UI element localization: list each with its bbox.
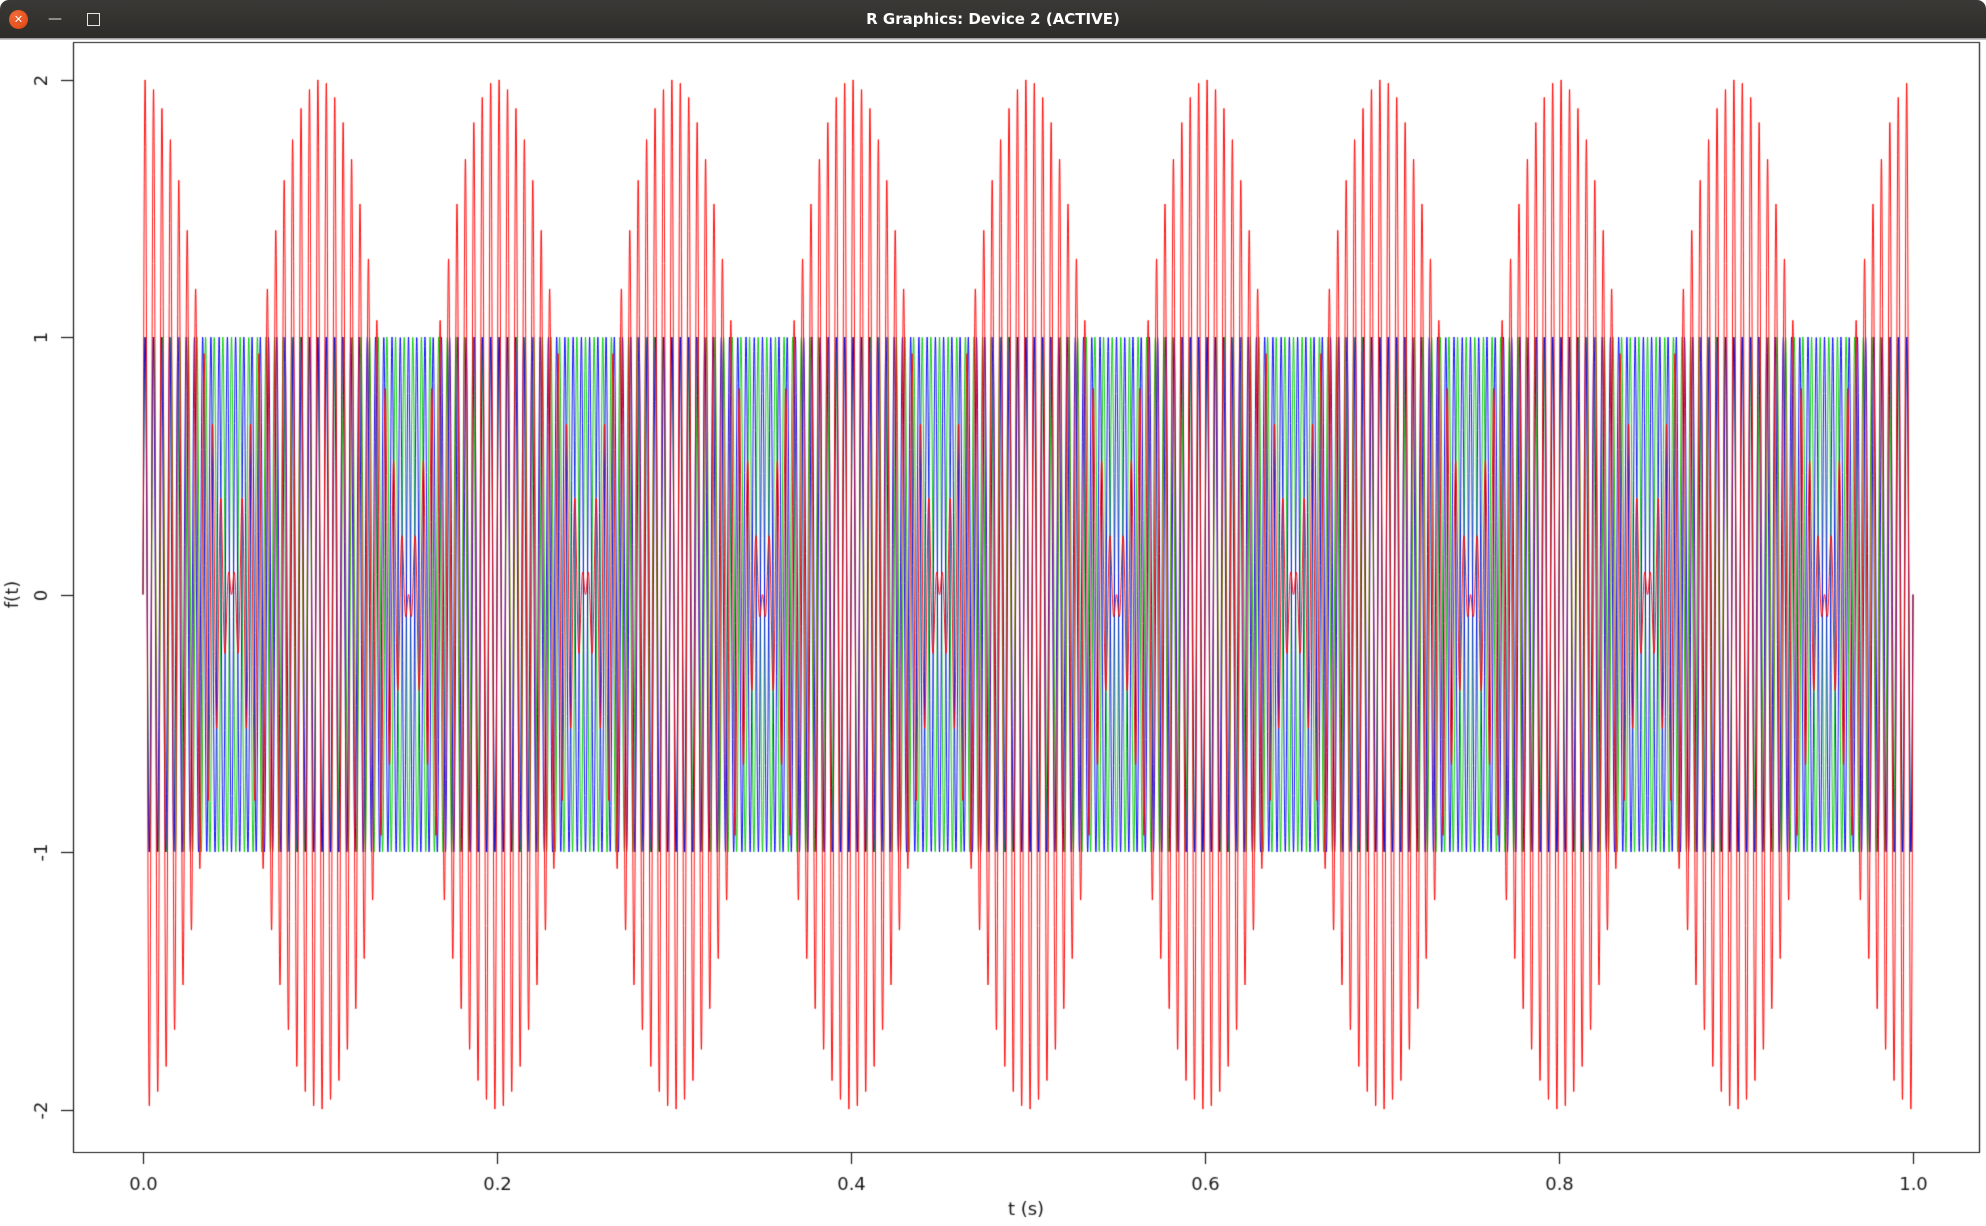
window-border — [0, 38, 1986, 40]
plot-canvas — [0, 40, 1986, 1226]
plot-device-area — [0, 40, 1986, 1226]
window-title: R Graphics: Device 2 (ACTIVE) — [866, 10, 1120, 28]
window-controls: ✕ — — [0, 9, 104, 29]
minimize-icon: — — [48, 11, 62, 27]
close-icon: ✕ — [13, 12, 24, 26]
maximize-icon — [86, 12, 100, 26]
window-titlebar[interactable]: ✕ — R Graphics: Device 2 (ACTIVE) — [0, 0, 1986, 38]
maximize-button[interactable] — [82, 10, 104, 29]
close-button[interactable]: ✕ — [9, 9, 28, 29]
minimize-button[interactable]: — — [44, 10, 66, 29]
